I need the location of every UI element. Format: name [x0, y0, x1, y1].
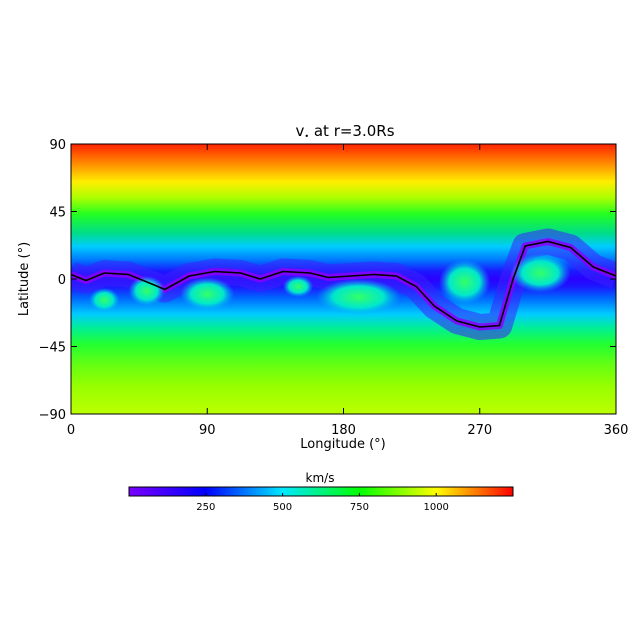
fast-wind-pocket — [282, 276, 314, 297]
y-tick-label: 90 — [49, 138, 66, 153]
y-axis-label: Latitude (°) — [17, 242, 32, 316]
colorbar-tick-label: 250 — [196, 502, 215, 513]
fast-wind-pocket — [510, 253, 571, 293]
x-tick-label: 0 — [67, 423, 75, 438]
fast-wind-pocket — [316, 279, 402, 315]
x-tick-label: 360 — [604, 423, 629, 438]
fast-wind-pocket — [180, 277, 235, 311]
colorbar-tick-label: 500 — [273, 502, 292, 513]
colorbar — [128, 486, 514, 497]
x-axis: 0 90 180 270 360 — [67, 144, 629, 438]
x-tick-label: 270 — [467, 423, 492, 438]
colorbar-ticks: 250 500 750 1000 — [196, 493, 449, 513]
colorbar-tick-label: 750 — [350, 502, 369, 513]
y-tick-label: 0 — [58, 273, 66, 288]
neutral-line — [71, 240, 616, 328]
colorbar-label: km/s — [306, 471, 335, 485]
chart-title: v• at r=3.0Rs — [295, 122, 394, 141]
fast-wind-pocket — [89, 288, 120, 312]
fast-wind-blobs — [89, 253, 571, 315]
heatmap-area — [71, 144, 616, 414]
x-axis-label: Longitude (°) — [300, 437, 385, 452]
fast-wind-pocket — [128, 276, 165, 306]
y-tick-label: 45 — [49, 206, 66, 221]
x-tick-label: 90 — [199, 423, 216, 438]
y-axis: 90 45 0 −45 −90 — [39, 138, 616, 423]
x-tick-label: 180 — [331, 423, 356, 438]
fast-wind-pocket — [438, 259, 491, 305]
y-tick-label: −45 — [39, 341, 66, 356]
y-tick-label: −90 — [39, 408, 66, 423]
colorbar-tick-label: 1000 — [423, 502, 448, 513]
